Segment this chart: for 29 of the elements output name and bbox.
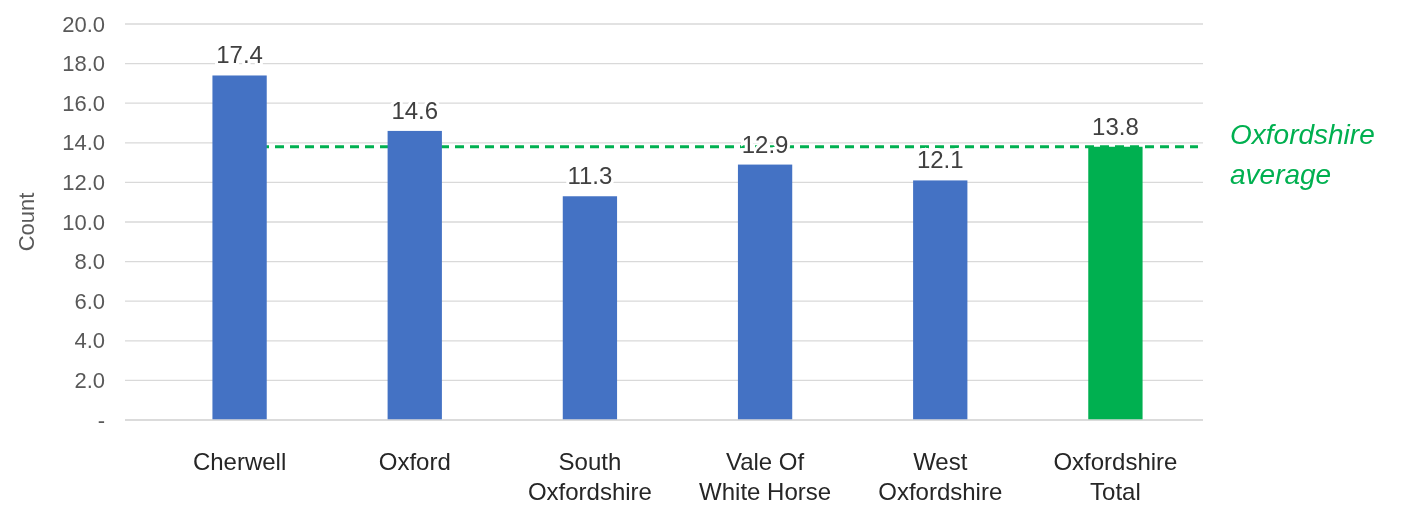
y-axis-title: Count <box>14 192 39 252</box>
y-tick-label: 2.0 <box>74 367 105 393</box>
y-tick-label: 12.0 <box>62 169 105 195</box>
x-tick-label: Oxford <box>378 448 451 475</box>
x-tick-label: Cherwell <box>192 448 287 475</box>
bar <box>212 75 267 420</box>
y-tick-label: 14.0 <box>62 130 105 156</box>
data-label: 13.8 <box>1092 112 1139 140</box>
bar <box>387 130 442 420</box>
bar <box>737 164 793 420</box>
data-label: 17.4 <box>216 41 263 69</box>
x-tick-label: South Oxfordshire <box>527 448 652 505</box>
y-tick-label: 18.0 <box>62 51 105 77</box>
y-tick-label: 4.0 <box>74 328 105 354</box>
y-tick-label: 10.0 <box>62 209 105 235</box>
y-tick-label: 6.0 <box>74 288 105 314</box>
data-label: 14.6 <box>391 96 439 124</box>
data-label: 11.3 <box>567 162 613 190</box>
x-tick-label: Oxfordshire Total <box>1053 448 1178 505</box>
y-tick-label: 16.0 <box>62 90 105 116</box>
y-tick-label: - <box>97 407 105 433</box>
bar <box>562 196 618 420</box>
x-tick-label: Vale Of White Horse <box>699 448 832 505</box>
y-tick-label: 8.0 <box>74 249 105 275</box>
y-tick-label: 20.0 <box>62 11 105 37</box>
x-tick-label: West Oxfordshire <box>878 448 1003 505</box>
ref-line-label: Oxfordshire average <box>1230 118 1375 190</box>
data-label: 12.1 <box>916 146 964 174</box>
bar <box>913 180 968 420</box>
